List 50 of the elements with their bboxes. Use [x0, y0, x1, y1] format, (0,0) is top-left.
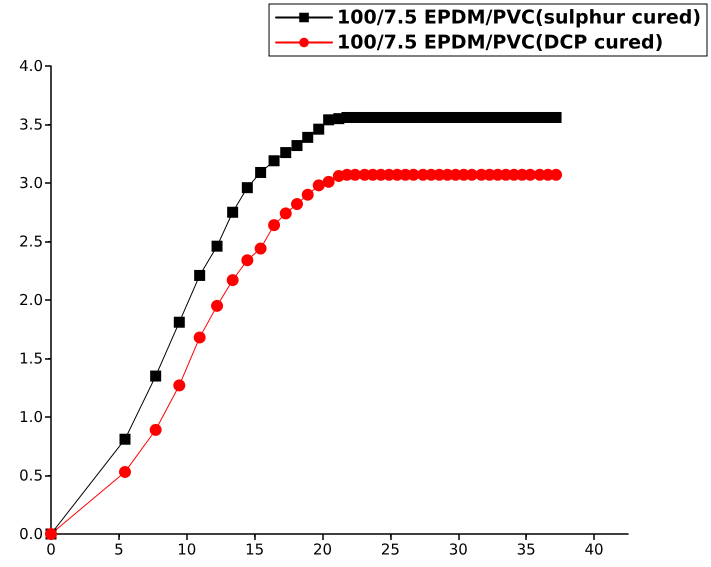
point — [550, 112, 562, 123]
point — [268, 219, 280, 232]
point — [194, 270, 206, 281]
point — [173, 379, 186, 392]
point — [150, 424, 162, 436]
point — [322, 176, 335, 188]
y-tick-label: 0.5 — [19, 466, 43, 484]
y-tick-label: 4.0 — [19, 57, 43, 75]
point — [254, 242, 267, 255]
x-tick-label: 35 — [516, 540, 536, 558]
point — [241, 254, 254, 266]
point — [302, 132, 314, 143]
y-tick-label: 2.5 — [19, 232, 43, 250]
y-tick-label: 3.0 — [19, 174, 43, 192]
point — [268, 155, 280, 166]
x-tick-label: 40 — [584, 540, 604, 558]
point — [550, 168, 562, 181]
y-tick-label: 0.0 — [19, 525, 43, 543]
point — [255, 166, 266, 178]
point — [292, 140, 303, 152]
y-tick-label: 3.5 — [19, 116, 43, 134]
point — [323, 114, 334, 126]
point — [226, 274, 239, 286]
x-tick-label: 20 — [312, 540, 332, 558]
point — [280, 147, 292, 158]
x-tick-label: 5 — [114, 540, 124, 558]
point — [291, 198, 304, 210]
point — [174, 316, 185, 328]
point — [119, 466, 131, 478]
x-tick-label: 0 — [46, 540, 56, 558]
point — [313, 124, 324, 135]
legend-label: 100/7.5 EPDM/PVC(sulphur cured) — [337, 6, 701, 28]
point — [242, 182, 253, 194]
y-tick-label: 1.5 — [19, 350, 43, 368]
point — [150, 370, 162, 382]
x-tick-label: 30 — [448, 540, 468, 558]
legend-label: 100/7.5 EPDM/PVC(DCP cured) — [337, 32, 664, 54]
point — [194, 331, 206, 344]
x-tick-label: 15 — [245, 540, 264, 558]
point — [280, 207, 292, 220]
x-tick-label: 10 — [177, 540, 196, 558]
x-tick-label: 25 — [380, 540, 400, 558]
y-tick-label: 1.0 — [19, 408, 43, 426]
point — [119, 434, 130, 445]
point — [302, 188, 314, 201]
point — [211, 300, 224, 312]
y-tick-label: 2.0 — [19, 291, 43, 309]
point — [312, 179, 325, 192]
point — [227, 206, 238, 218]
point — [212, 240, 223, 252]
